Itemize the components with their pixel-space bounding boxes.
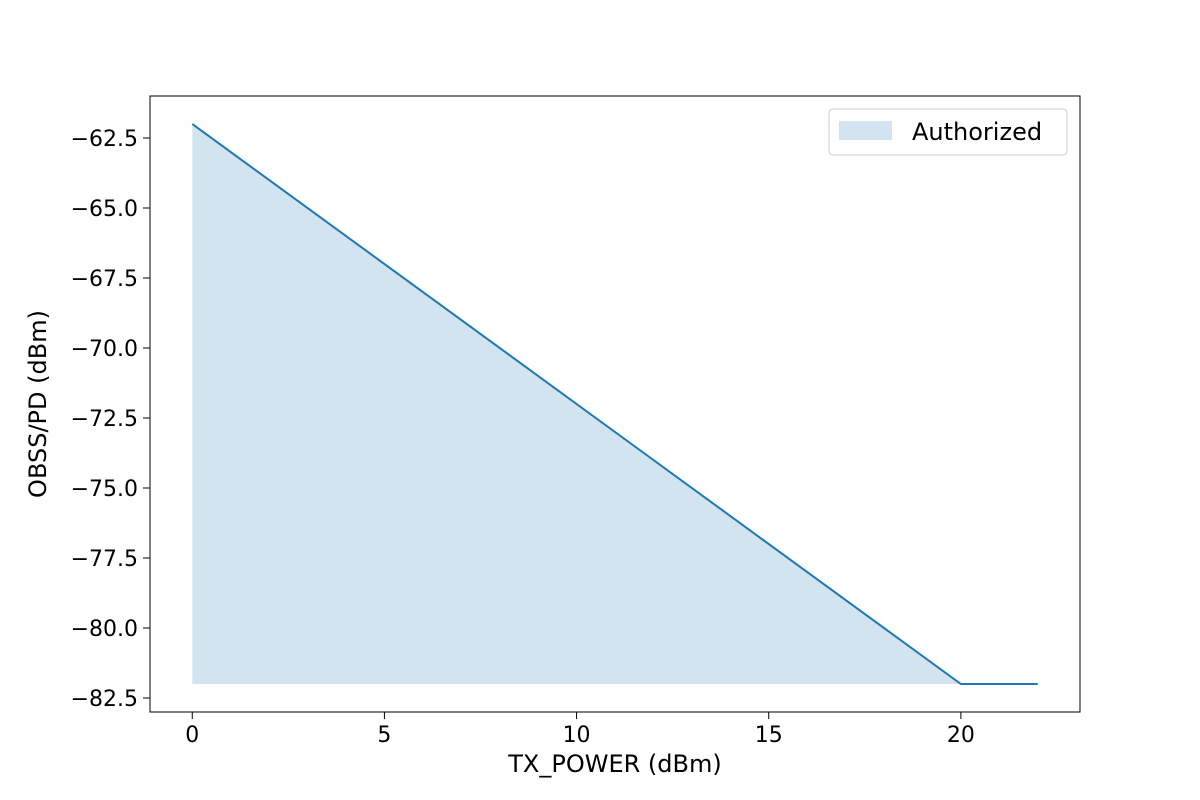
y-tick-label: −67.5 [71,267,138,292]
legend-swatch-authorized [839,121,892,140]
y-tick-label: −65.0 [71,197,138,222]
plot-frame [149,95,1081,713]
y-axis-label: OBSS/PD (dBm) [24,310,52,498]
x-axis-ticks: 0 5 10 15 20 [185,712,975,748]
legend-box [828,108,1068,156]
legend-label-authorized: Authorized [912,118,1042,146]
x-tick-label: 15 [755,723,783,748]
y-axis-ticks: −62.5 −65.0 −67.5 −70.0 −72.5 −75.0 −77.5 −80.0… [71,127,150,712]
series-line [191,123,1038,685]
y-tick-label: −82.5 [71,687,138,712]
y-tick-label: −72.5 [71,407,138,432]
y-tick-label: −70.0 [71,337,138,362]
x-axis-label: TX_POWER (dBm) [507,750,721,778]
line-layer [191,123,1038,685]
y-tick-label: −75.0 [71,477,138,502]
y-tick-label: −62.5 [71,127,138,152]
legend: Authorized [828,108,1068,156]
x-tick-label: 5 [377,723,391,748]
y-tick-label: −80.0 [71,617,138,642]
y-tick-label: −77.5 [71,547,138,572]
x-tick-label: 0 [185,723,199,748]
x-tick-label: 20 [947,723,975,748]
x-tick-label: 10 [563,723,591,748]
